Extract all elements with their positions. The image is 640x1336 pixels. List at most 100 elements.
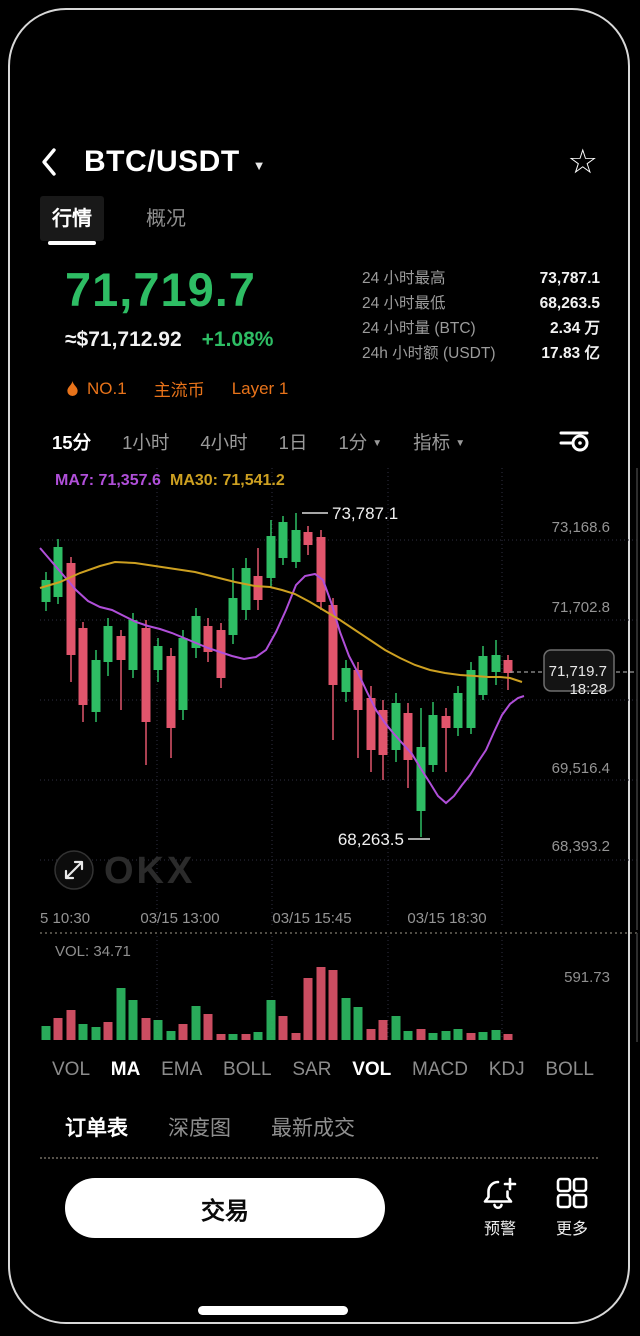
volume-bar [328,970,338,1040]
badge-主流币[interactable]: 主流币 [154,376,205,401]
volume-bar [366,1029,376,1040]
volume-bar [316,967,326,1040]
orderbook-tab-订单表[interactable]: 订单表 [65,1117,128,1140]
timeframe-1小时[interactable]: 1小时 [122,432,170,453]
volume-bar [466,1033,476,1040]
volume-label: VOL: 34.71 [55,943,131,960]
x-axis-label: 5 10:30 [40,910,90,927]
favorite-star-icon[interactable]: ☆ [567,143,598,181]
orderbook-tab-深度图[interactable]: 深度图 [168,1117,231,1140]
svg-text:OKX: OKX [104,850,195,892]
home-indicator[interactable] [198,1306,348,1315]
badge-Layer 1[interactable]: Layer 1 [232,379,289,399]
low-annotation: 68,263.5 [338,830,404,849]
volume-bar [166,1031,176,1040]
indicator-tab-ema[interactable]: EMA [161,1059,203,1080]
back-chevron-icon [42,148,56,176]
volume-bar [303,978,313,1040]
alert-button[interactable]: 预警 [468,1176,532,1239]
stat-row: 24 小时最高 73,787.1 [362,266,600,291]
candlestick-chart[interactable]: OKX MA7: 71,357.6 MA30: 71,541.2 73,787.1 68… [10,465,640,932]
indicator-settings-icon [559,431,589,451]
bell-plus-icon [483,1177,517,1209]
volume-bar [503,1034,513,1040]
volume-chart[interactable]: VOL: 34.71 591.73 [10,932,640,1044]
svg-text:71,719.7: 71,719.7 [549,663,607,680]
back-button[interactable] [40,145,66,179]
indicator-tab-ma[interactable]: MA [110,1059,141,1080]
stat-row: 24 小时最低 68,263.5 [362,291,600,316]
volume-bar [341,998,351,1040]
indicator-tab-vol[interactable]: VOL [52,1059,91,1080]
x-axis-label: 03/15 18:30 [407,910,486,927]
volume-bar [378,1020,388,1040]
volume-bar [353,1007,363,1040]
volume-bar [428,1033,438,1040]
timeframe-4小时[interactable]: 4小时 [200,432,248,453]
pair-dropdown-caret-icon[interactable]: ▼ [252,157,266,173]
volume-bar [453,1029,463,1040]
stat-label: 24 小时最低 [362,295,446,312]
indicator-tab-boll[interactable]: BOLL [545,1059,594,1080]
volume-bar [216,1034,226,1040]
phone-frame: BTC/USDT ▼ ☆ 行情 概况 71,719.7 ≈$71,712.92 +… [8,8,638,1324]
x-axis-label: 03/15 15:45 [272,910,351,927]
flame-icon [67,380,78,396]
current-price-tag: 71,719.718:28 [543,649,615,698]
indicator-tab-boll[interactable]: BOLL [223,1059,272,1080]
volume-bar [266,1000,276,1040]
token-badges: NO.1 主流币 Layer 1 [65,376,288,401]
y-axis-label: 71,702.8 [552,599,610,616]
indicator-tab-macd[interactable]: MACD [412,1059,468,1080]
volume-bar [128,1000,138,1040]
page-title[interactable]: BTC/USDT [84,145,240,178]
volume-bar [141,1018,151,1040]
orderbook-tabs: 订单表 深度图 最新成交 [65,1112,355,1142]
volume-bar [491,1030,501,1040]
y-axis-label: 73,168.6 [552,519,610,536]
badge-label: 主流币 [153,381,205,400]
volume-bar [53,1018,63,1040]
volume-bar [228,1034,238,1040]
volume-bar [103,1022,113,1040]
tab-概况[interactable]: 概况 [146,208,186,230]
stat-label: 24h 小时额 (USDT) [362,345,496,362]
indicator-settings-button[interactable] [558,426,592,459]
volume-bar [78,1024,88,1040]
stat-row: 24h 小时额 (USDT) 17.83 亿 [362,341,600,366]
trade-button[interactable]: 交易 [65,1178,385,1238]
timeframe-指标[interactable]: 指标 ▼ [413,432,466,453]
stat-row: 24 小时量 (BTC) 2.34 万 [362,316,600,341]
stat-value: 68,263.5 [539,295,600,312]
volume-bar [478,1032,488,1040]
indicator-tab-kdj[interactable]: KDJ [488,1059,525,1080]
last-price: 71,719.7 [65,263,256,316]
fiat-price: ≈$71,712.92 [65,328,182,351]
price-subrow: ≈$71,712.92 +1.08% [65,328,273,352]
more-button[interactable]: 更多 [540,1176,604,1239]
stat-value: 2.34 万 [550,320,600,337]
grid-more-icon [556,1177,588,1209]
stats-24h: 24 小时最高 73,787.1 24 小时最低 68,263.5 24 小时量 (BT… [362,266,600,366]
badge-label: NO.1 [87,378,127,398]
volume-bar [66,1010,76,1040]
badge-NO.1[interactable]: NO.1 [65,379,127,399]
ma-label: MA30: 71,541.2 [170,472,285,489]
orderbook-tab-最新成交[interactable]: 最新成交 [271,1117,355,1140]
volume-bar [253,1032,263,1040]
ma-label: MA7: 71,357.6 [55,472,161,489]
alert-label: 预警 [483,1221,516,1238]
timeframe-1分[interactable]: 1分 ▼ [338,432,383,453]
timeframe-1日[interactable]: 1日 [278,432,308,453]
okx-watermark: OKX [54,850,195,892]
svg-text:18:28: 18:28 [569,681,607,698]
indicator-tab-sar[interactable]: SAR [292,1059,332,1080]
indicator-tab-vol[interactable]: VOL [352,1059,392,1080]
high-annotation: 73,787.1 [332,504,398,523]
volume-bar [391,1016,401,1040]
tab-行情[interactable]: 行情 [40,196,104,245]
volume-bar [291,1033,301,1040]
stat-label: 24 小时最高 [362,270,446,287]
header: BTC/USDT ▼ ☆ [40,138,598,186]
timeframe-15分[interactable]: 15分 [52,432,92,453]
